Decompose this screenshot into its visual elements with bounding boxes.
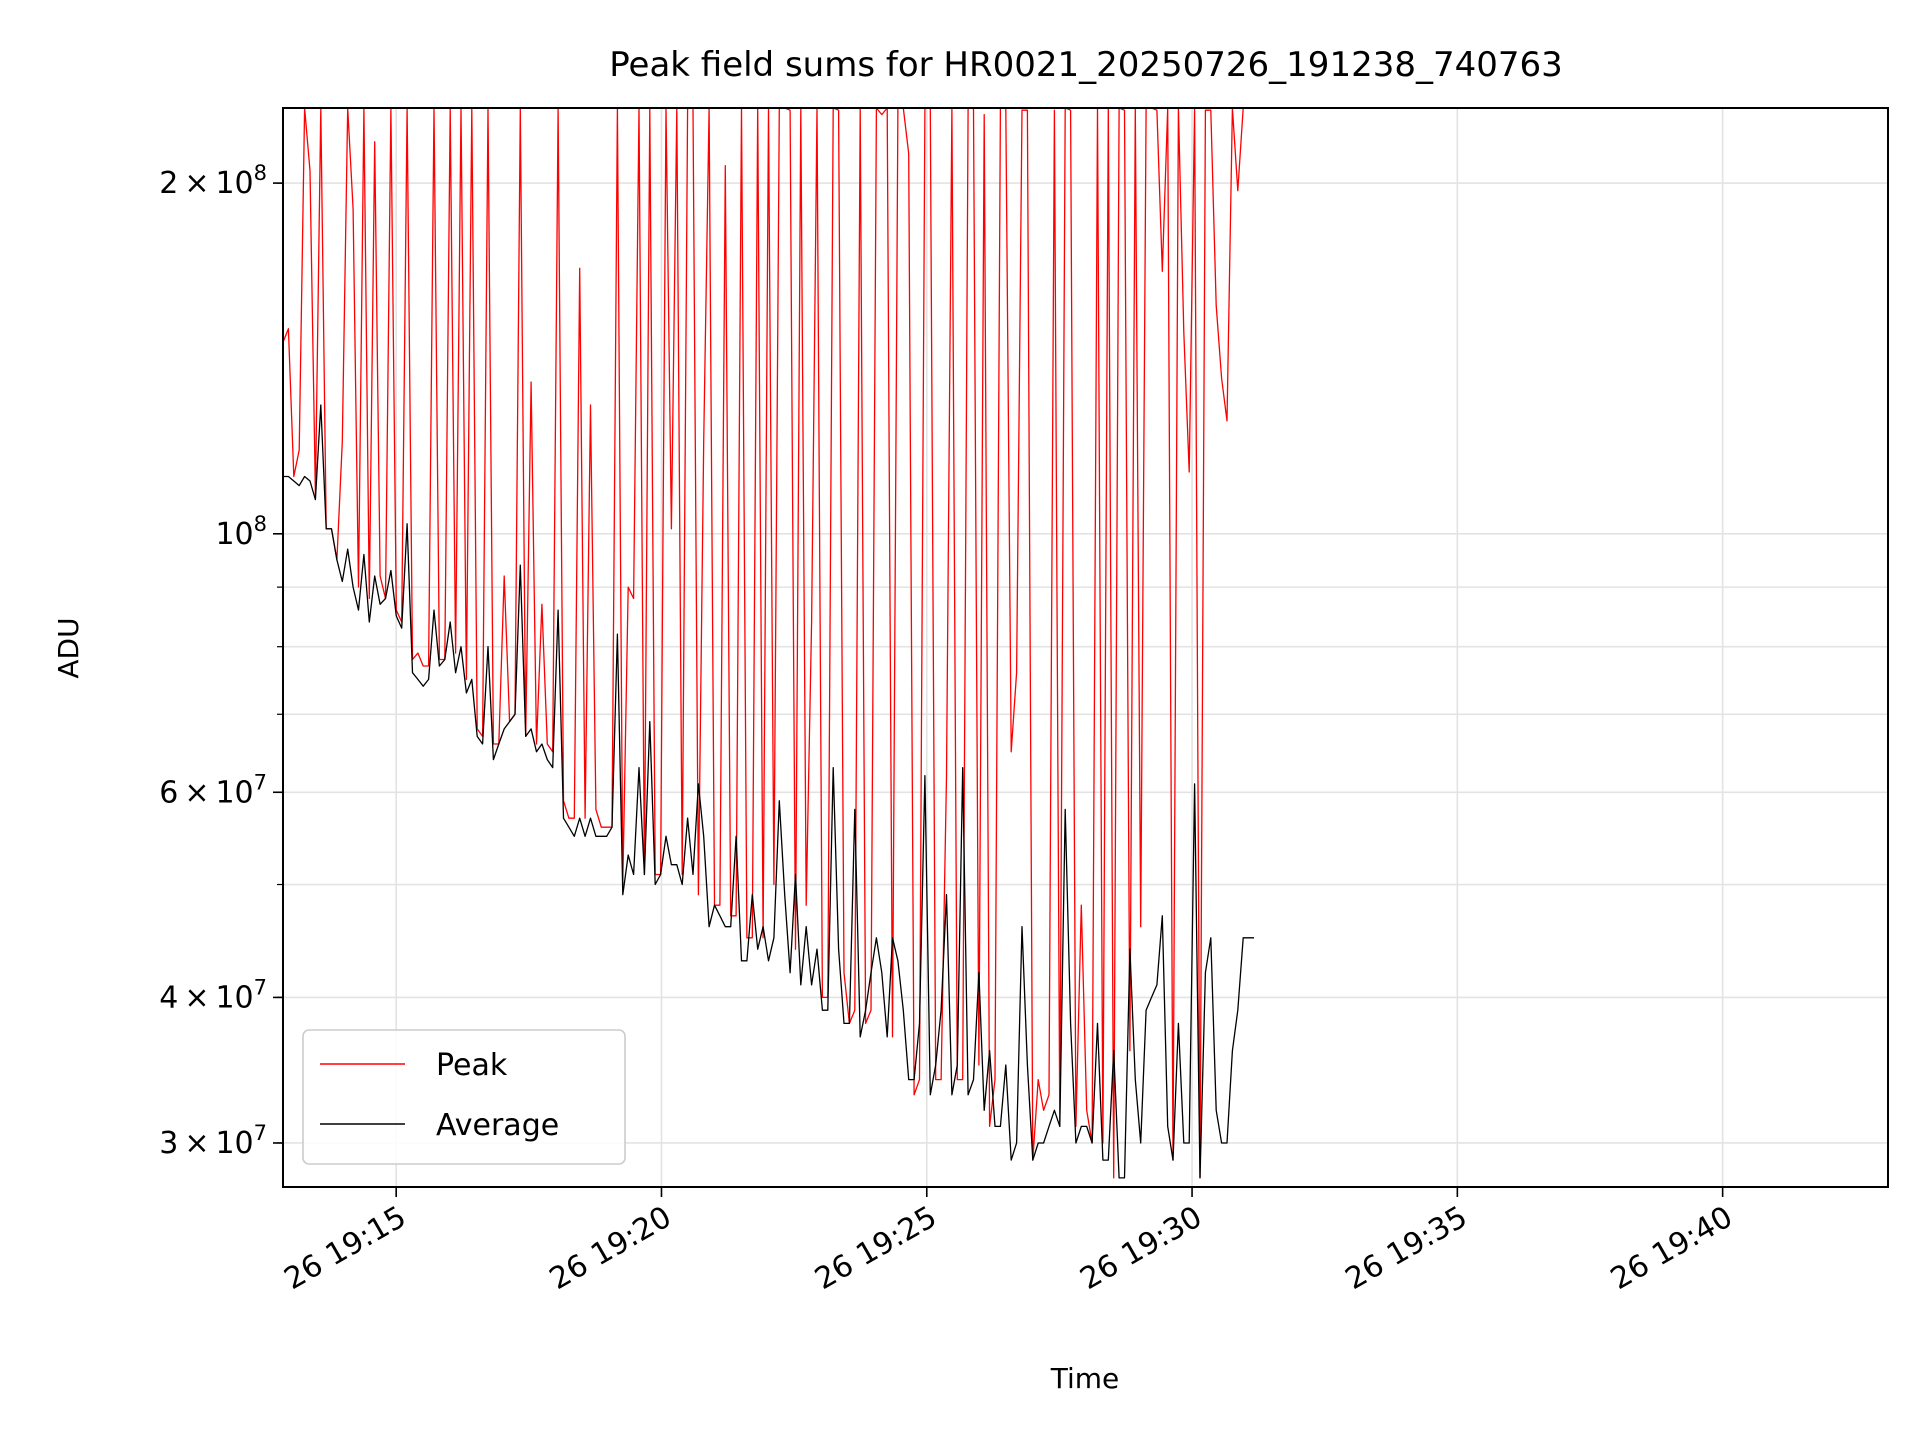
- y-axis-label: ADU: [52, 617, 85, 678]
- y-tick-label: 3 × 107: [159, 1121, 267, 1161]
- axes-frame: [282, 107, 1889, 1188]
- series-line-average: [283, 404, 1254, 1179]
- plot-area: [282, 107, 1254, 1179]
- grid: [283, 108, 1888, 1187]
- y-tick-label: 108: [215, 512, 267, 552]
- series-line-peak: [282, 107, 1249, 1179]
- legend-label-average: Average: [436, 1108, 559, 1143]
- x-axis-label: Time: [1050, 1362, 1120, 1395]
- legend: Peak Average: [302, 1029, 626, 1165]
- y-tick-label: 6 × 107: [159, 770, 267, 810]
- y-axis: 3 × 107 4 × 107 6 × 107 108 2 × 108: [159, 161, 283, 1161]
- chart-title: Peak field sums for HR0021_20250726_1912…: [609, 45, 1563, 85]
- legend-label-peak: Peak: [436, 1048, 508, 1083]
- y-tick-label: 4 × 107: [159, 975, 267, 1015]
- y-tick-label: 2 × 108: [159, 161, 267, 201]
